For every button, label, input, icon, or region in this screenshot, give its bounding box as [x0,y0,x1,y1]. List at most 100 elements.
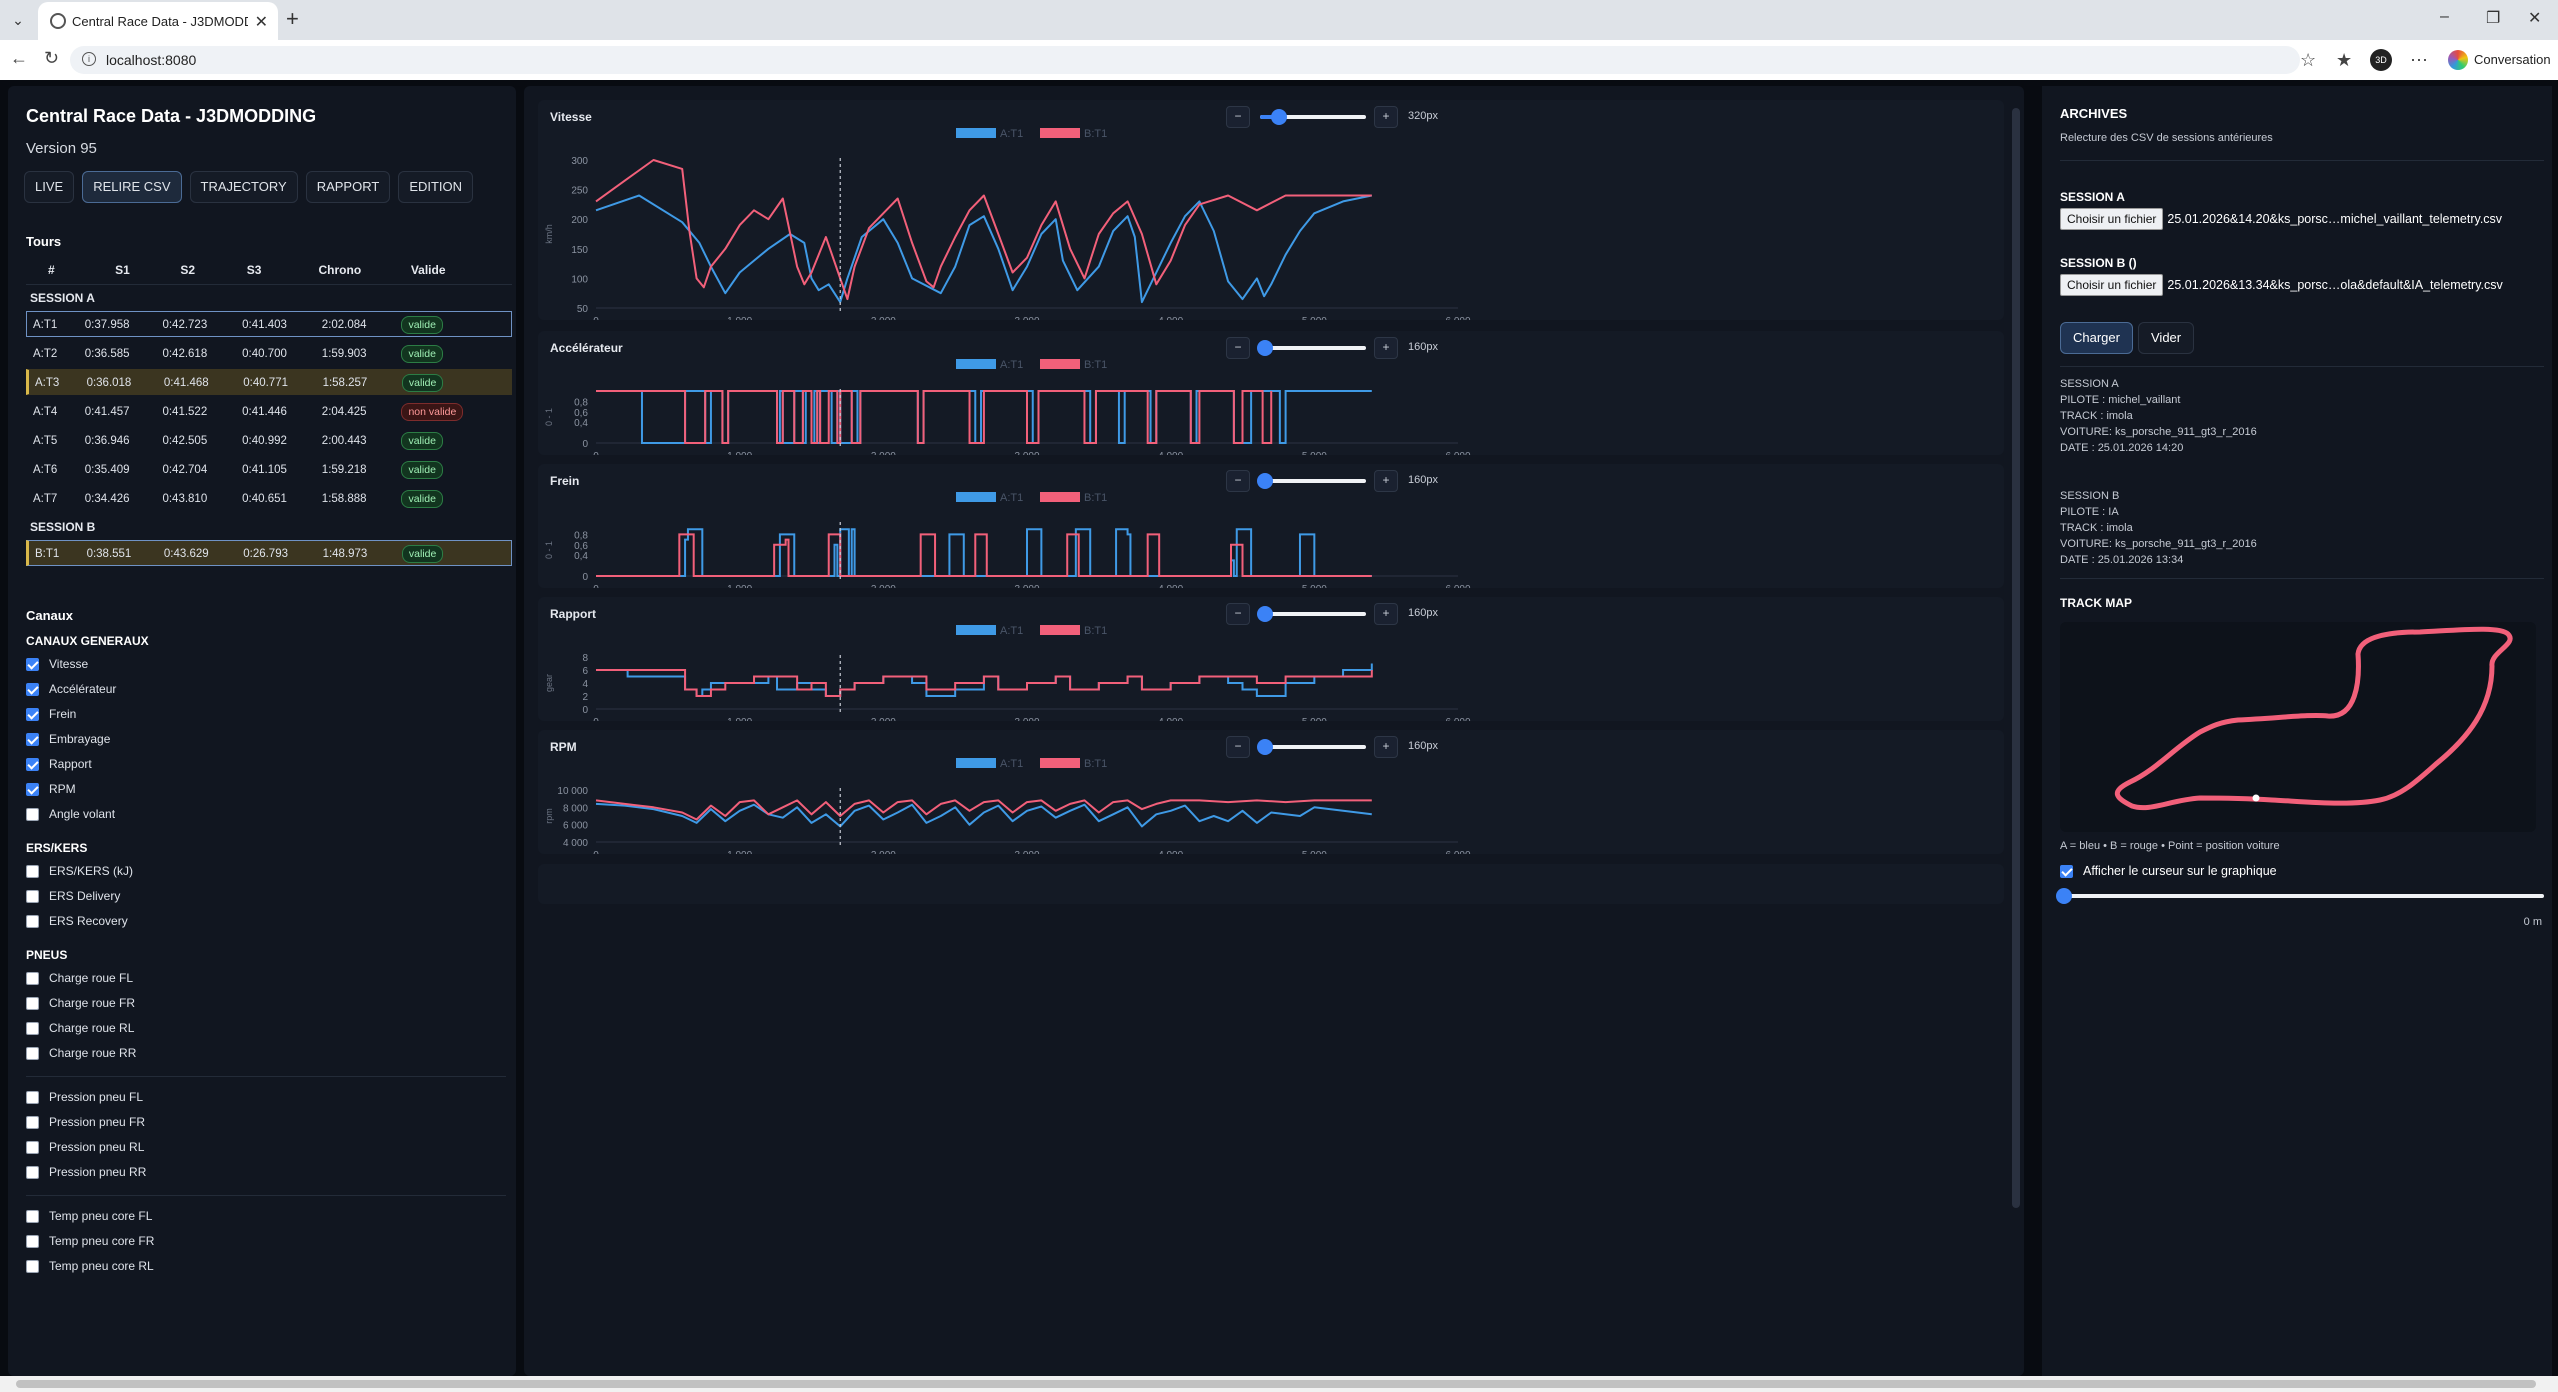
minimize-icon[interactable]: – [2440,8,2449,25]
channel-checkbox[interactable] [26,1210,39,1223]
charts-scrollbar-thumb[interactable] [2012,108,2020,1208]
restore-icon[interactable]: ❐ [2486,10,2501,27]
channel-option[interactable]: Frein [26,702,506,727]
page-scrollbar-thumb[interactable] [16,1380,2536,1388]
channel-checkbox[interactable] [26,890,39,903]
channel-checkbox[interactable] [26,708,39,721]
tab-live[interactable]: LIVE [24,171,75,203]
zoom-out-button[interactable]: − [1226,337,1250,359]
zoom-in-button[interactable]: + [1374,603,1398,625]
channel-checkbox[interactable] [26,972,39,985]
charts-scrollbar[interactable] [2012,94,2020,1368]
tab-trajectory[interactable]: TRAJECTORY [189,171,298,203]
track-map[interactable] [2060,622,2536,832]
zoom-slider[interactable] [1257,606,1366,622]
lap-row[interactable]: B:T1 0:38.551 0:43.629 0:26.793 1:48.973 vali… [26,540,512,566]
channel-option[interactable]: ERS Recovery [26,909,506,934]
channel-option[interactable]: Pression pneu RR [26,1160,506,1185]
zoom-slider-knob[interactable] [1257,340,1274,356]
favorites-icon[interactable]: ★ [2336,50,2353,70]
channel-option[interactable]: Pression pneu RL [26,1135,506,1160]
zoom-in-button[interactable]: + [1374,736,1398,758]
zoom-slider-knob[interactable] [1257,739,1274,755]
profile-avatar[interactable]: 3D [2370,49,2392,71]
channel-checkbox[interactable] [26,1091,39,1104]
new-tab-icon[interactable]: + [286,6,299,31]
lap-row[interactable]: A:T6 0:35.409 0:42.704 0:41.105 1:59.218 vali… [26,456,512,482]
zoom-out-button[interactable]: − [1226,106,1250,128]
tab-list-chevron-icon[interactable]: ⌄ [12,12,24,28]
load-button[interactable]: Charger [2060,322,2133,354]
tab-rapport[interactable]: RAPPORT [305,171,391,203]
zoom-out-button[interactable]: − [1226,736,1250,758]
channel-option[interactable]: Rapport [26,752,506,777]
choose-file-b-button[interactable]: Choisir un fichier [2060,274,2164,296]
file-input-b[interactable]: Choisir un fichier 25.01.2026&13.34&ks_p… [2060,274,2503,296]
channel-option[interactable]: Charge roue RR [26,1041,506,1066]
choose-file-a-button[interactable]: Choisir un fichier [2060,208,2164,230]
lap-row[interactable]: A:T4 0:41.457 0:41.522 0:41.446 2:04.425 non … [26,398,512,424]
channel-checkbox[interactable] [26,808,39,821]
lap-row[interactable]: A:T7 0:34.426 0:43.810 0:40.651 1:58.888 vali… [26,485,512,511]
channel-option[interactable]: ERS/KERS (kJ) [26,859,506,884]
zoom-in-button[interactable]: + [1374,470,1398,492]
browser-tab[interactable]: Central Race Data - J3DMODDING ✕ [38,2,278,40]
channel-checkbox[interactable] [26,1260,39,1273]
lap-row[interactable]: A:T1 0:37.958 0:42.723 0:41.403 2:02.084 vali… [26,311,512,337]
zoom-in-button[interactable]: + [1374,337,1398,359]
site-info-icon[interactable]: i [82,52,96,66]
zoom-slider[interactable] [1257,473,1366,489]
tab-close-icon[interactable]: ✕ [254,14,268,31]
file-input-a[interactable]: Choisir un fichier 25.01.2026&14.20&ks_p… [2060,208,2502,230]
channel-checkbox[interactable] [26,1116,39,1129]
channel-checkbox[interactable] [26,1166,39,1179]
channel-checkbox[interactable] [26,1141,39,1154]
back-arrow-icon[interactable]: ← [10,48,28,68]
position-slider-knob[interactable] [2056,888,2072,904]
channel-option[interactable]: RPM [26,777,506,802]
zoom-slider-knob[interactable] [1270,109,1287,125]
channel-checkbox[interactable] [26,683,39,696]
clear-button[interactable]: Vider [2138,322,2195,354]
zoom-in-button[interactable]: + [1374,106,1398,128]
tab-edition[interactable]: EDITION [398,171,474,203]
channel-option[interactable]: Charge roue FL [26,966,506,991]
channel-checkbox[interactable] [26,865,39,878]
conversation-button[interactable]: Conversation [2444,48,2551,72]
window-close-icon[interactable]: ✕ [2528,10,2542,27]
channel-option[interactable]: ERS Delivery [26,884,506,909]
position-slider[interactable] [2056,888,2544,904]
channel-option[interactable]: Pression pneu FL [26,1085,506,1110]
channel-option[interactable]: Embrayage [26,727,506,752]
url-field[interactable]: i localhost:8080 [70,46,2300,74]
channel-option[interactable]: Temp pneu core FL [26,1204,506,1229]
page-horizontal-scrollbar[interactable] [0,1376,2558,1392]
channel-option[interactable]: Vitesse [26,652,506,677]
show-cursor-checkbox[interactable] [2060,864,2073,878]
channel-option[interactable]: Temp pneu core FR [26,1229,506,1254]
zoom-slider[interactable] [1260,109,1366,125]
lap-row[interactable]: A:T5 0:36.946 0:42.505 0:40.992 2:00.443 vali… [26,427,512,453]
channel-checkbox[interactable] [26,1235,39,1248]
channel-checkbox[interactable] [26,733,39,746]
zoom-slider[interactable] [1257,739,1366,755]
channel-checkbox[interactable] [26,1047,39,1060]
channel-checkbox[interactable] [26,1022,39,1035]
tab-relire-csv[interactable]: RELIRE CSV [82,171,182,203]
channel-checkbox[interactable] [26,658,39,671]
lap-row[interactable]: A:T3 0:36.018 0:41.468 0:40.771 1:58.257 vali… [26,369,512,395]
channel-option[interactable]: Pression pneu FR [26,1110,506,1135]
channel-option[interactable]: Charge roue FR [26,991,506,1016]
channel-checkbox[interactable] [26,783,39,796]
channel-option[interactable]: Charge roue RL [26,1016,506,1041]
channel-option[interactable]: Accélérateur [26,677,506,702]
zoom-slider-knob[interactable] [1257,473,1274,489]
star-icon[interactable]: ☆ [2300,50,2317,70]
channel-option[interactable]: Temp pneu core RL [26,1254,506,1279]
reload-icon[interactable]: ↻ [44,48,60,68]
zoom-slider-knob[interactable] [1257,606,1274,622]
zoom-out-button[interactable]: − [1226,470,1250,492]
channel-checkbox[interactable] [26,758,39,771]
channel-option[interactable]: Angle volant [26,802,506,827]
zoom-slider[interactable] [1257,340,1366,356]
